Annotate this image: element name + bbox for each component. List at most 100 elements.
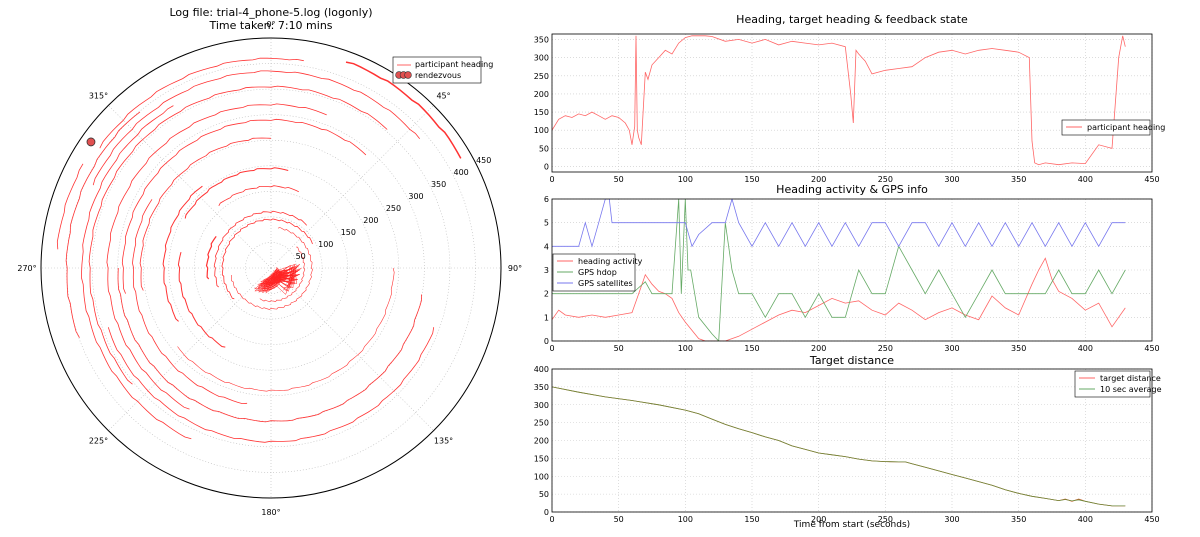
y-tick-label: 300 (534, 54, 549, 63)
polar-angle-label: 45° (436, 91, 450, 100)
heading-arc (92, 70, 421, 186)
polar-angle-label: 315° (89, 91, 108, 100)
polar-radial-label: 50 (296, 252, 306, 261)
x-tick-label: 300 (944, 344, 959, 353)
plot-frame (551, 33, 1153, 173)
y-tick-label: 200 (534, 90, 549, 99)
y-tick-label: 2 (544, 290, 549, 299)
series-line (552, 386, 1126, 507)
polar-radial-label: 200 (363, 216, 378, 225)
legend-label: heading activity (578, 257, 643, 266)
series-line (552, 199, 1126, 341)
x-tick-label: 0 (549, 344, 554, 353)
x-tick-label: 150 (744, 175, 759, 184)
y-tick-label: 0 (544, 163, 549, 172)
heading-arc (106, 103, 327, 410)
y-tick-label: 3 (544, 266, 549, 275)
heading-arc (81, 105, 192, 440)
polar-radial-label: 250 (386, 204, 401, 213)
polar-spoke (108, 267, 272, 431)
heading-arc (177, 251, 226, 348)
x-tick-label: 400 (1078, 515, 1093, 524)
x-tick-label: 100 (678, 344, 693, 353)
polar-heading-arcs (56, 57, 462, 443)
x-tick-label: 350 (1011, 344, 1026, 353)
x-tick-label: 100 (678, 515, 693, 524)
y-tick-label: 350 (534, 383, 549, 392)
legend-label: rendezvous (415, 71, 461, 80)
heading-arc (231, 227, 313, 310)
heading-arc (121, 118, 367, 294)
x-tick-label: 0 (549, 515, 554, 524)
polar-angle-label: 135° (434, 437, 453, 446)
x-tick-label: 250 (878, 515, 893, 524)
x-tick-label: 150 (744, 515, 759, 524)
heading-arc (205, 236, 217, 280)
y-tick-label: 200 (534, 437, 549, 446)
activity-gps-chart: Heading activity & GPS info 0 50 100 150 200… (544, 183, 1160, 353)
polar-angle-label: 180° (261, 508, 280, 517)
heading-arc (65, 111, 141, 338)
x-tick-label: 200 (811, 344, 826, 353)
polar-chart: Log file: trial-4_phone-5.log (logonly) … (17, 6, 522, 517)
heading-arc (184, 167, 289, 219)
x-tick-label: 100 (678, 175, 693, 184)
y-tick-label: 350 (534, 35, 549, 44)
polar-spoke (270, 105, 434, 269)
heading-arc (88, 85, 388, 385)
heading-arc (177, 267, 395, 392)
polar-grid-circle (91, 88, 451, 448)
heading-arc (345, 61, 462, 159)
heading-arc (56, 163, 84, 250)
x-tick-label: 450 (1144, 344, 1159, 353)
polar-grid-circle (142, 139, 400, 397)
heading-arc (117, 267, 423, 423)
y-tick-label: 400 (534, 365, 549, 374)
legend-label: target distance (1100, 374, 1161, 383)
y-tick-label: 1 (544, 313, 549, 322)
x-tick-label: 400 (1078, 344, 1093, 353)
heading-chart: Heading, target heading & feedback state… (534, 13, 1166, 184)
y-tick-label: 0 (544, 337, 549, 346)
x-tick-label: 50 (614, 515, 624, 524)
polar-angle-label: 90° (508, 264, 522, 273)
y-tick-label: 100 (534, 472, 549, 481)
heading-arc (162, 185, 203, 322)
x-tick-label: 50 (614, 175, 624, 184)
target-distance-chart-title: Target distance (809, 354, 894, 367)
x-tick-label: 50 (614, 344, 624, 353)
legend-label: participant heading (415, 60, 493, 69)
polar-title-line2: Time taken: 7:10 mins (208, 19, 332, 32)
y-tick-label: 6 (544, 195, 549, 204)
y-tick-label: 100 (534, 126, 549, 135)
y-tick-label: 50 (539, 490, 549, 499)
heading-scribble (253, 263, 302, 295)
heading-arc (139, 137, 272, 291)
y-tick-label: 250 (534, 419, 549, 428)
polar-radial-label: 350 (431, 180, 446, 189)
series-line (552, 386, 1126, 507)
rendezvous-marker (86, 137, 96, 147)
plot-frame (551, 368, 1153, 513)
x-tick-label: 300 (944, 175, 959, 184)
polar-angle-label: 0° (266, 20, 275, 29)
x-tick-label: 450 (1144, 515, 1159, 524)
legend-box (1074, 370, 1151, 398)
polar-legend: participant heading rendezvous (392, 56, 493, 84)
x-tick-label: 250 (878, 175, 893, 184)
polar-radial-label: 450 (476, 156, 491, 165)
x-tick-label: 400 (1078, 175, 1093, 184)
x-tick-label: 200 (811, 515, 826, 524)
series-line (552, 257, 1126, 341)
x-tick-label: 350 (1011, 175, 1026, 184)
x-tick-label: 300 (944, 515, 959, 524)
x-tick-label: 0 (549, 175, 554, 184)
legend-swatch-marker (404, 71, 412, 79)
heading-arc (259, 246, 306, 303)
y-tick-label: 250 (534, 72, 549, 81)
series-line (552, 199, 1126, 248)
legend-label: GPS satellites (578, 279, 633, 288)
series-line (552, 35, 1126, 166)
